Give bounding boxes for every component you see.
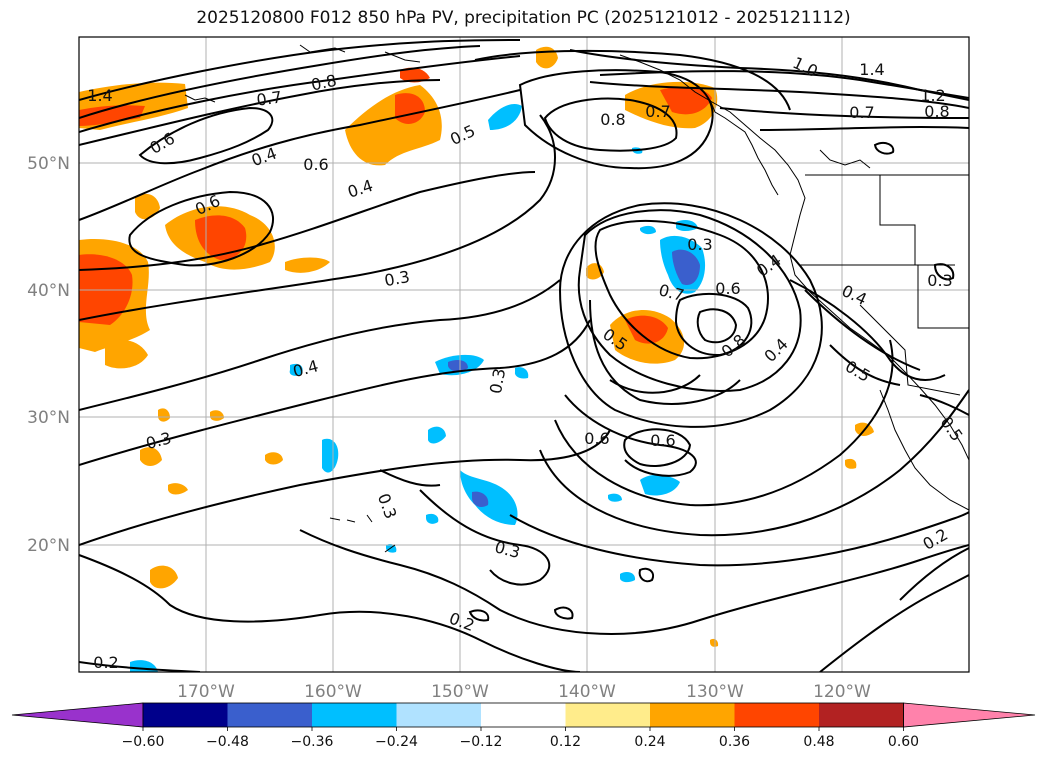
colorbar-tick-label: −0.60 bbox=[122, 734, 165, 750]
contour-label: 0.2 bbox=[93, 653, 118, 672]
colorbar: −0.60 −0.48 −0.36 −0.24 −0.12 0.12 0.24 0.36 0.4… bbox=[11, 702, 1036, 750]
contour-label: 0.7 bbox=[255, 87, 283, 109]
contour-label: 0.8 bbox=[924, 102, 949, 121]
plot-area bbox=[79, 37, 969, 672]
contour-label: 1.2 bbox=[920, 86, 945, 105]
contour-label: 0.6 bbox=[715, 279, 740, 298]
contour-label: 0.3 bbox=[383, 267, 411, 290]
contour-label: 1.4 bbox=[859, 60, 884, 79]
longitude-labels: 170°W 160°W 150°W 140°W 130°W 120°W bbox=[177, 682, 871, 702]
latitude-labels: 50°N 40°N 30°N 20°N bbox=[27, 154, 70, 556]
colorbar-tick-label: −0.12 bbox=[460, 734, 503, 750]
contour-label: 0.7 bbox=[645, 102, 670, 121]
map-title: 2025120800 F012 850 hPa PV, precipitatio… bbox=[196, 8, 851, 28]
colorbar-segment bbox=[734, 703, 820, 727]
colorbar-segment bbox=[396, 703, 482, 727]
lon-label-150w: 150°W bbox=[431, 682, 489, 702]
colorbar-segment bbox=[227, 703, 313, 727]
lon-label-130w: 130°W bbox=[686, 682, 744, 702]
colorbar-segment bbox=[481, 703, 566, 727]
contour-label: 1.4 bbox=[87, 86, 112, 105]
contour-label: 0.6 bbox=[584, 429, 609, 448]
colorbar-tick-label: −0.48 bbox=[206, 734, 249, 750]
lon-label-120w: 120°W bbox=[813, 682, 871, 702]
lon-label-140w: 140°W bbox=[558, 682, 616, 702]
plot-frame bbox=[78, 36, 970, 673]
colorbar-tick-label: 0.24 bbox=[634, 734, 665, 750]
contour-label: 0.6 bbox=[303, 155, 328, 174]
pv-contours bbox=[79, 39, 969, 672]
contour-label: 0.3 bbox=[687, 235, 712, 254]
coastlines bbox=[184, 44, 969, 553]
lon-label-170w: 170°W bbox=[177, 682, 235, 702]
colorbar-tick-label: 0.48 bbox=[803, 734, 834, 750]
lat-label-30n: 30°N bbox=[27, 408, 70, 428]
contour-label: 0.6 bbox=[650, 431, 675, 450]
colorbar-tick-label: 0.60 bbox=[888, 734, 919, 750]
lon-label-160w: 160°W bbox=[304, 682, 362, 702]
contour-label: 0.3 bbox=[927, 271, 952, 290]
colorbar-segment bbox=[143, 703, 228, 727]
lat-label-20n: 20°N bbox=[27, 536, 70, 556]
colorbar-tick-label: −0.36 bbox=[291, 734, 334, 750]
colorbar-extend-high bbox=[903, 702, 1036, 728]
lat-label-50n: 50°N bbox=[27, 154, 70, 174]
colorbar-segment bbox=[819, 703, 904, 727]
lat-label-40n: 40°N bbox=[27, 281, 70, 301]
contour-label: 0.8 bbox=[600, 110, 625, 129]
colorbar-segment bbox=[565, 703, 651, 727]
colorbar-tick-label: 0.12 bbox=[550, 734, 581, 750]
colorbar-outline bbox=[142, 702, 904, 728]
contour-label: 0.7 bbox=[849, 103, 874, 122]
colorbar-tick-label: −0.24 bbox=[375, 734, 418, 750]
colorbar-extend-low bbox=[11, 702, 144, 728]
contour-label: 0.8 bbox=[309, 71, 338, 95]
colorbar-tick-label: 0.36 bbox=[719, 734, 750, 750]
contour-label: 0.3 bbox=[486, 367, 509, 395]
colorbar-segment bbox=[650, 703, 735, 727]
colorbar-segment bbox=[312, 703, 397, 727]
